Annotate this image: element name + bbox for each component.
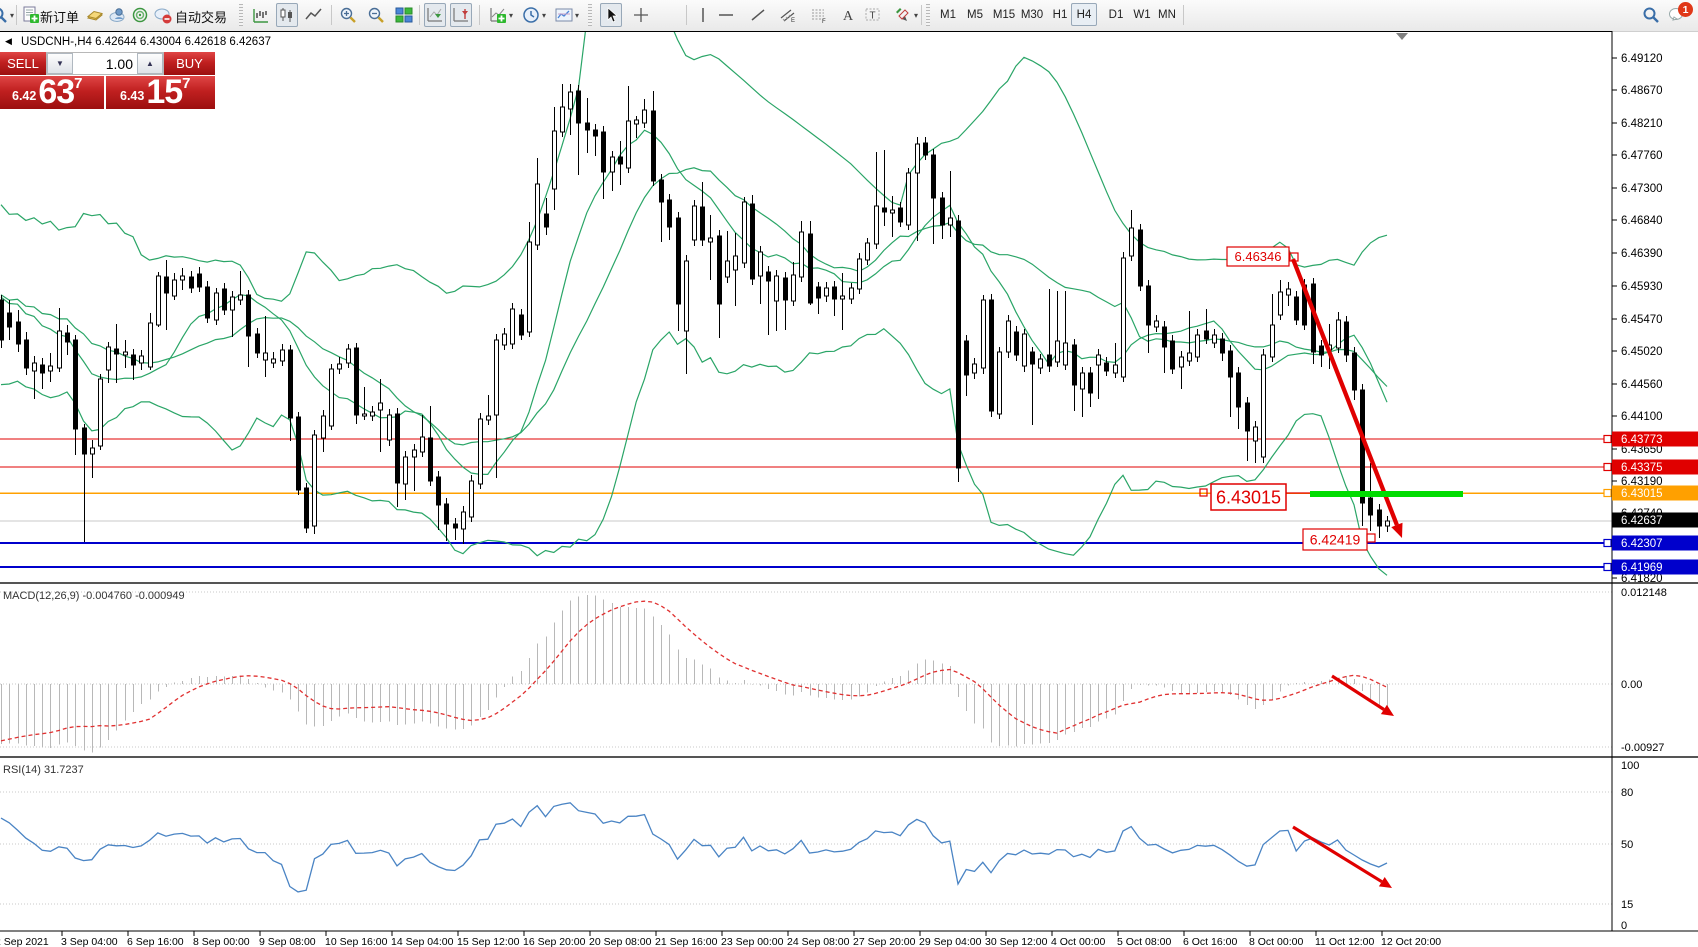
- svg-text:-0.00927: -0.00927: [1621, 742, 1664, 754]
- svg-text:MACD(12,26,9) -0.004760 -0.000: MACD(12,26,9) -0.004760 -0.000949: [3, 590, 185, 602]
- svg-text:F: F: [822, 19, 826, 24]
- svg-text:6.48210: 6.48210: [1621, 118, 1663, 130]
- svg-text:24 Sep 08:00: 24 Sep 08:00: [787, 936, 850, 947]
- svg-text:0.012148: 0.012148: [1621, 587, 1667, 599]
- svg-text:E: E: [791, 18, 795, 24]
- svg-text:6.43773: 6.43773: [1621, 434, 1663, 446]
- svg-text:8 Oct 00:00: 8 Oct 00:00: [1249, 936, 1303, 947]
- svg-text:USDCNH-,H4 6.42644 6.43004 6.: USDCNH-,H4 6.42644 6.43004 6.42618 6.426…: [21, 36, 271, 48]
- svg-text:5 Oct 08:00: 5 Oct 08:00: [1117, 936, 1171, 947]
- svg-text:23 Sep 00:00: 23 Sep 00:00: [721, 936, 784, 947]
- svg-text:6.43375: 6.43375: [1621, 462, 1663, 474]
- svg-text:2 Sep 2021: 2 Sep 2021: [0, 936, 49, 947]
- svg-text:6.47300: 6.47300: [1621, 183, 1663, 195]
- svg-text:8 Sep 00:00: 8 Sep 00:00: [193, 936, 250, 947]
- svg-text:6.41820: 6.41820: [1621, 573, 1663, 585]
- svg-text:6.42637: 6.42637: [1621, 515, 1663, 527]
- svg-text:6.45020: 6.45020: [1621, 346, 1663, 358]
- svg-text:15 Sep 12:00: 15 Sep 12:00: [457, 936, 520, 947]
- svg-text:6.46346: 6.46346: [1235, 249, 1282, 264]
- svg-text:0: 0: [1621, 920, 1627, 932]
- svg-text:◀: ◀: [5, 36, 12, 46]
- svg-text:21 Sep 16:00: 21 Sep 16:00: [655, 936, 718, 947]
- svg-text:20 Sep 08:00: 20 Sep 08:00: [589, 936, 652, 947]
- svg-text:RSI(14) 31.7237: RSI(14) 31.7237: [3, 764, 84, 776]
- svg-text:100: 100: [1621, 760, 1639, 772]
- svg-text:11 Oct 12:00: 11 Oct 12:00: [1315, 936, 1375, 947]
- svg-text:6.43015: 6.43015: [1621, 488, 1663, 500]
- svg-text:6 Sep 16:00: 6 Sep 16:00: [127, 936, 184, 947]
- svg-text:14 Sep 04:00: 14 Sep 04:00: [391, 936, 454, 947]
- svg-text:6.43650: 6.43650: [1621, 444, 1663, 456]
- svg-text:6.45930: 6.45930: [1621, 281, 1663, 293]
- svg-text:6.46840: 6.46840: [1621, 215, 1663, 227]
- svg-text:6.46390: 6.46390: [1621, 248, 1663, 260]
- svg-text:6.48670: 6.48670: [1621, 85, 1663, 97]
- svg-text:6.42307: 6.42307: [1621, 538, 1663, 550]
- svg-text:6.42419: 6.42419: [1310, 532, 1361, 548]
- svg-text:12 Oct 20:00: 12 Oct 20:00: [1381, 936, 1441, 947]
- svg-text:3 Sep 04:00: 3 Sep 04:00: [61, 936, 118, 947]
- svg-text:10 Sep 16:00: 10 Sep 16:00: [325, 936, 388, 947]
- svg-text:6.43015: 6.43015: [1216, 487, 1281, 507]
- svg-text:6.43190: 6.43190: [1621, 476, 1663, 488]
- svg-text:6.45470: 6.45470: [1621, 314, 1663, 326]
- svg-text:6.41969: 6.41969: [1621, 562, 1663, 574]
- svg-text:6 Oct 16:00: 6 Oct 16:00: [1183, 936, 1237, 947]
- svg-text:6.49120: 6.49120: [1621, 53, 1663, 65]
- svg-text:27 Sep 20:00: 27 Sep 20:00: [853, 936, 916, 947]
- svg-text:6.47760: 6.47760: [1621, 150, 1663, 162]
- svg-text:9 Sep 08:00: 9 Sep 08:00: [259, 936, 316, 947]
- svg-text:30 Sep 12:00: 30 Sep 12:00: [985, 936, 1048, 947]
- svg-text:15: 15: [1621, 899, 1633, 911]
- svg-text:50: 50: [1621, 839, 1633, 851]
- svg-text:6.44100: 6.44100: [1621, 411, 1663, 423]
- svg-text:4 Oct 00:00: 4 Oct 00:00: [1051, 936, 1105, 947]
- svg-text:80: 80: [1621, 787, 1633, 799]
- svg-text:T: T: [870, 11, 876, 22]
- svg-text:0.00: 0.00: [1621, 679, 1642, 691]
- svg-text:16 Sep 20:00: 16 Sep 20:00: [523, 936, 586, 947]
- svg-text:6.44560: 6.44560: [1621, 379, 1663, 391]
- svg-text:29 Sep 04:00: 29 Sep 04:00: [919, 936, 982, 947]
- svg-text:A: A: [843, 9, 854, 24]
